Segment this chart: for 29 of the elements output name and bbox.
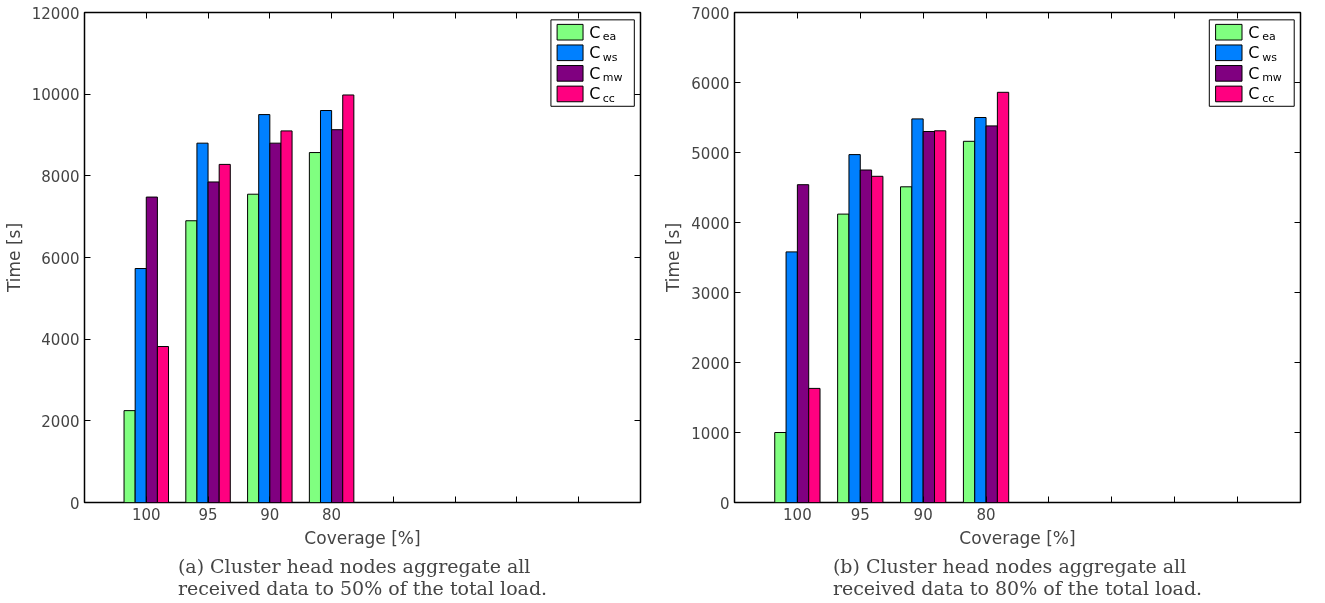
y-tick-label: 4000 [41, 331, 80, 350]
x-tick-label: 95 [850, 505, 870, 524]
x-tick-label: 95 [198, 505, 218, 524]
y-tick-label: 7000 [691, 4, 730, 23]
x-tick-label: 80 [322, 505, 342, 524]
y-tick-label: 2000 [691, 354, 730, 373]
y-tick-label: 12000 [31, 4, 80, 23]
y-axis-title: Time [s] [3, 222, 24, 294]
x-tick-label: 100 [131, 505, 161, 524]
x-tick-label: 100 [783, 505, 812, 524]
y-tick-label: 6000 [41, 249, 80, 268]
y-tick-label: 6000 [691, 74, 730, 93]
y-tick-label: 5000 [691, 144, 730, 163]
x-axis-title: Coverage [%] [959, 527, 1076, 548]
x-axis-title: Coverage [%] [304, 527, 421, 548]
y-tick-label: 3000 [691, 284, 730, 303]
y-tick-label: 2000 [41, 412, 80, 431]
y-tick-label: 10000 [31, 86, 80, 105]
y-tick-label: 4000 [691, 214, 730, 233]
y-tick-label: 0 [69, 494, 80, 513]
y-axis-title: Time [s] [663, 222, 684, 294]
x-tick-label: 90 [260, 505, 280, 524]
y-tick-label: 8000 [41, 167, 80, 186]
y-tick-label: 0 [719, 494, 730, 513]
text: (a) Cluster head nodes aggregate all received data to 50% of the total load. [177, 554, 548, 599]
text: (b) Cluster head nodes aggregate all received data to 80% of the total load. [832, 554, 1203, 599]
x-tick-label: 90 [913, 505, 933, 524]
y-tick-label: 1000 [691, 424, 730, 443]
x-tick-label: 80 [976, 505, 996, 524]
